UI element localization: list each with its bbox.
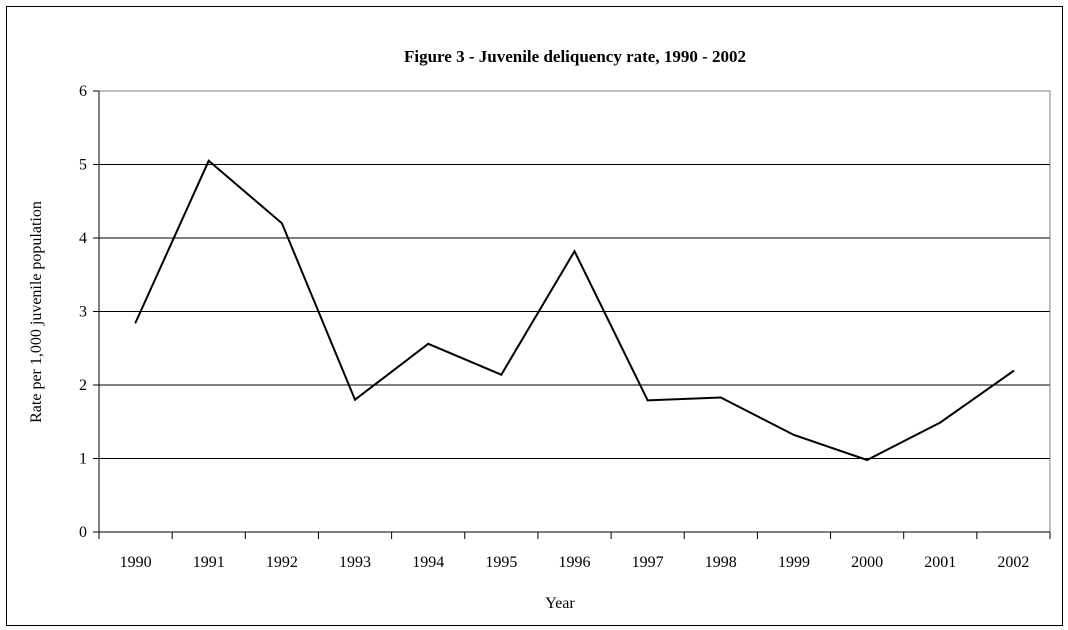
data-point (792, 433, 795, 436)
x-tick-label: 1994 (412, 554, 444, 571)
y-tick-label: 6 (79, 83, 87, 100)
x-tick-label: 1993 (339, 554, 371, 571)
x-tick-label: 2002 (997, 554, 1029, 571)
y-tick-label: 3 (79, 304, 87, 321)
x-tick-label: 1995 (485, 554, 517, 571)
data-point (500, 373, 503, 376)
chart-frame (6, 6, 1063, 626)
data-point (427, 342, 430, 345)
x-tick-labels: 1990 1991 1992 1993 1994 1995 1996 1997 1998 1999… (120, 554, 1030, 571)
series-line (134, 159, 1014, 462)
x-tick-label: 1997 (632, 554, 664, 571)
gridlines (99, 90, 1050, 459)
data-point (1012, 370, 1015, 373)
data-point (280, 222, 283, 225)
data-point (354, 398, 357, 401)
x-tick-label: 1998 (705, 554, 737, 571)
y-axis-label: Rate per 1,000 juvenile population (28, 201, 45, 423)
data-point (939, 421, 942, 424)
data-point (573, 250, 576, 253)
y-tick-label: 4 (79, 230, 87, 247)
x-tick-label: 1991 (193, 554, 225, 571)
chart-title: Figure 3 - Juvenile deliquency rate, 199… (404, 47, 746, 66)
data-point (207, 159, 210, 162)
x-tick-label: 2000 (851, 554, 883, 571)
data-point (866, 458, 869, 461)
series-group (134, 159, 1015, 462)
data-point (646, 399, 649, 402)
y-tick-label: 2 (79, 377, 87, 394)
data-point (719, 396, 722, 399)
x-tick-label: 1999 (778, 554, 810, 571)
x-tick-label: 1990 (120, 554, 152, 571)
y-tick-label: 5 (79, 157, 87, 174)
x-tick-label: 1996 (559, 554, 591, 571)
axes (93, 90, 1051, 539)
x-tick-label: 1992 (266, 554, 298, 571)
x-axis-label: Year (545, 595, 575, 612)
y-tick-labels: 0 1 2 3 4 5 6 (79, 83, 87, 541)
x-tick-label: 2001 (924, 554, 956, 571)
y-tick-label: 1 (79, 451, 87, 468)
data-point (134, 321, 137, 324)
y-tick-label: 0 (79, 524, 87, 541)
